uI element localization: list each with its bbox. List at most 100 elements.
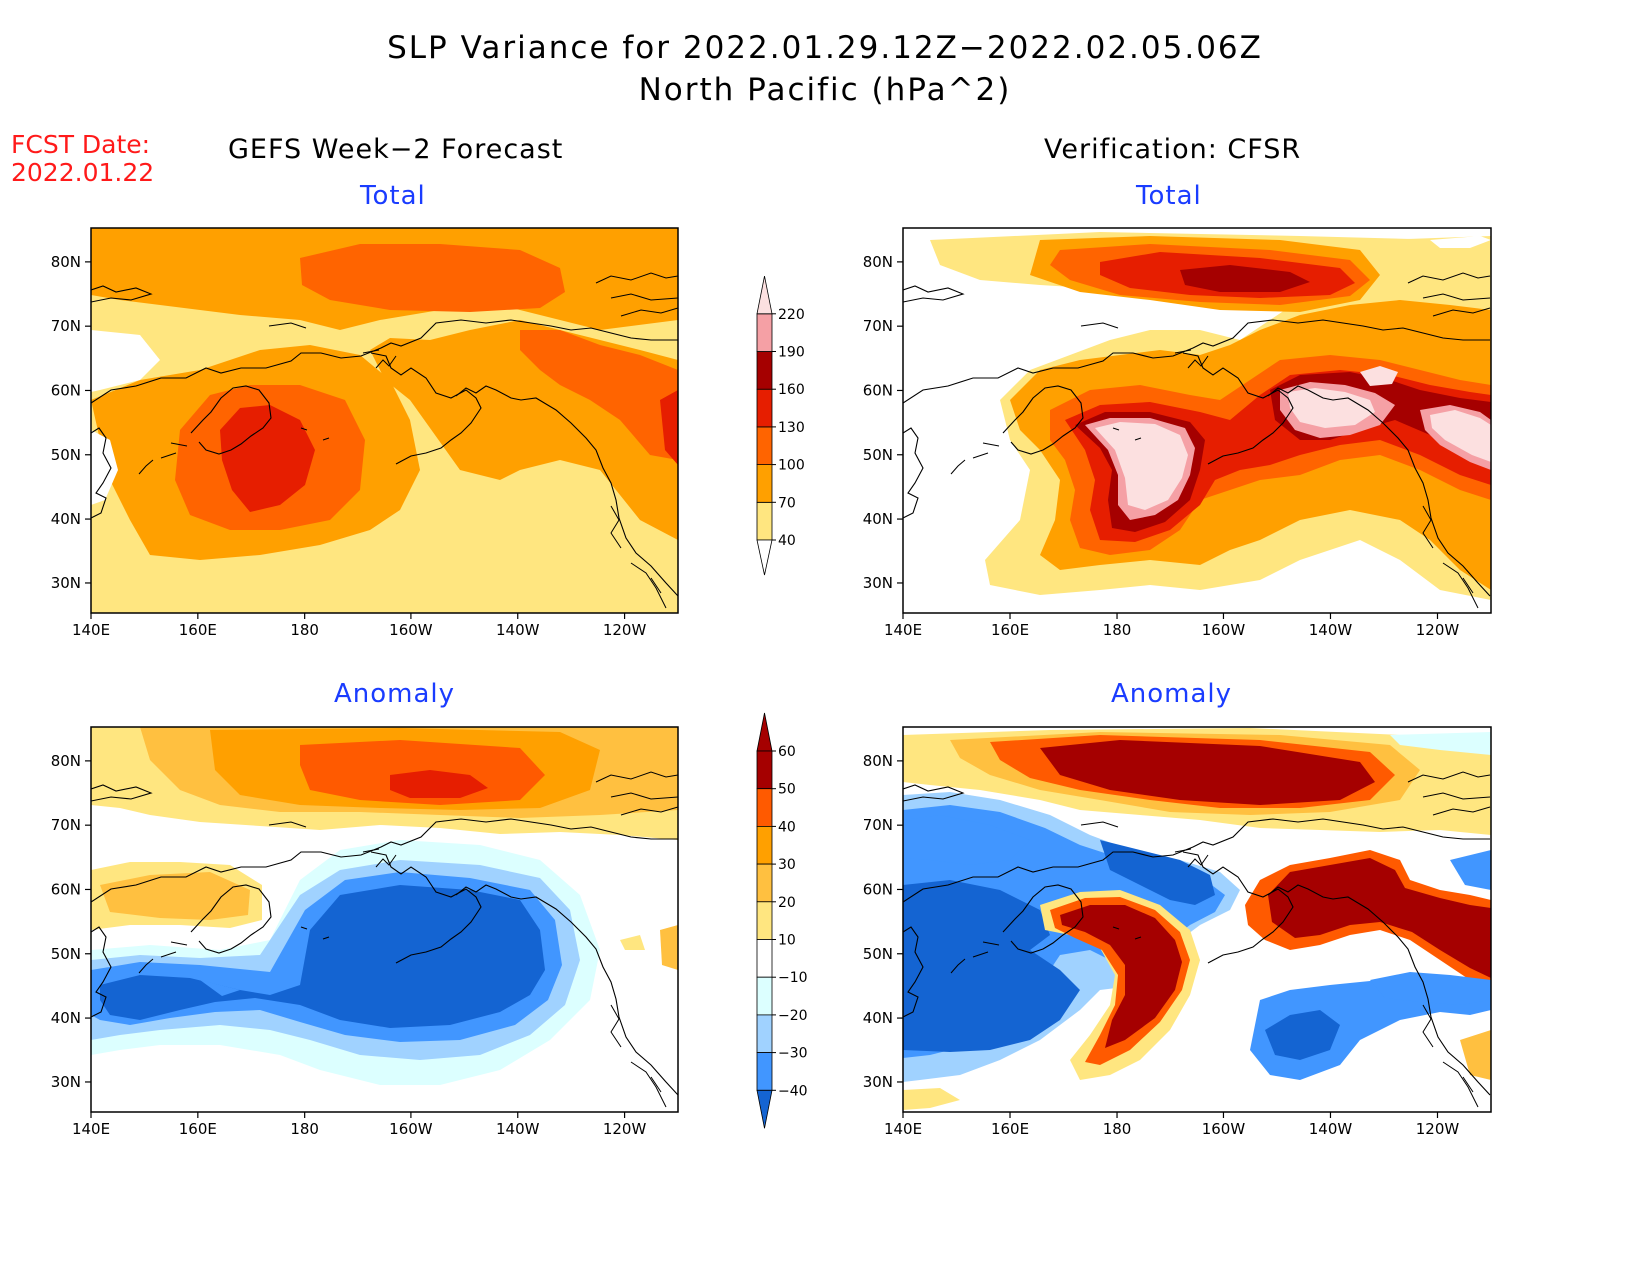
lat-label-bottom-right: 80N <box>863 752 893 770</box>
figure-title-line1: SLP Variance for 2022.01.29.12Z−2022.02.… <box>387 30 1263 66</box>
colorbar-total-label: 160 <box>778 382 805 398</box>
lon-label-bottom-left: 140E <box>72 1120 110 1138</box>
lon-label-bottom-right: 140W <box>1309 1120 1353 1138</box>
lon-label-top-left: 160E <box>179 621 217 639</box>
lon-label-top-left: 120W <box>603 621 647 639</box>
frame-bottom-left <box>90 726 679 1113</box>
lat-label-bottom-right: 30N <box>863 1073 893 1091</box>
lat-label-bottom-right: 70N <box>863 816 893 834</box>
lat-label-bottom-left: 30N <box>51 1073 81 1091</box>
lon-label-bottom-right: 180 <box>1103 1120 1132 1138</box>
colorbar-total-swatch <box>756 313 773 352</box>
colorbar-total-label: 70 <box>778 495 796 511</box>
lat-label-bottom-left: 60N <box>51 880 81 898</box>
lat-label-top-right: 60N <box>863 381 893 399</box>
colorbar-total-swatch <box>756 388 773 428</box>
panel-title-bottom-left: Anomaly <box>334 679 456 709</box>
lon-label-top-right: 160W <box>1202 621 1246 639</box>
lon-label-bottom-left: 180 <box>290 1120 319 1138</box>
right-column-title: Verification: CFSR <box>1044 134 1302 165</box>
panel-title-top-right: Total <box>1136 181 1202 211</box>
colorbar-anomaly-swatch <box>756 976 773 1016</box>
colorbar-anomaly-swatch <box>756 750 773 790</box>
colorbar-anomaly-label: 20 <box>778 895 796 911</box>
lat-label-top-left: 60N <box>51 381 81 399</box>
panel-title-top-left: Total <box>360 181 426 211</box>
lon-label-bottom-right: 160E <box>991 1120 1029 1138</box>
colorbar-total-swatch <box>756 464 773 503</box>
colorbar-total-label: 100 <box>778 458 805 474</box>
colorbar-anomaly-label: 10 <box>778 933 796 949</box>
colorbar-total-label: 190 <box>778 345 805 361</box>
colorbar-anomaly-label: 60 <box>778 744 796 760</box>
colorbar-total-swatch <box>756 501 773 541</box>
colorbar-anomaly-label: −40 <box>778 1083 808 1099</box>
lon-label-top-right: 140E <box>884 621 922 639</box>
map-cfsr-anomaly <box>903 727 1491 1112</box>
lon-label-top-right: 140W <box>1309 621 1353 639</box>
left-column-title: GEFS Week−2 Forecast <box>228 134 564 165</box>
lat-label-top-right: 30N <box>863 574 893 592</box>
lat-label-top-right: 70N <box>863 317 893 335</box>
colorbar-total-label: 40 <box>778 533 796 549</box>
axes-layer: 80N 70N 60N 50N 40N 30N 140E 160E 180 160W 140W 120… <box>51 253 1460 1138</box>
lat-label-top-left: 30N <box>51 574 81 592</box>
colorbar-total-swatch <box>756 426 773 465</box>
lon-label-bottom-left: 120W <box>603 1120 647 1138</box>
colorbar-anomaly: 60 50 40 30 20 10 −10 −20 −30 −40 <box>756 712 808 1129</box>
lon-label-bottom-left: 160E <box>179 1120 217 1138</box>
figure-title-line2: North Pacific (hPa^2) <box>638 72 1012 108</box>
colorbar-total-swatch <box>756 351 773 390</box>
lon-label-top-left: 160W <box>389 621 433 639</box>
fcst-date-value: 2022.01.22 <box>11 158 155 187</box>
lon-label-bottom-left: 140W <box>496 1120 540 1138</box>
colorbar-anomaly-swatch <box>756 1089 773 1129</box>
lat-label-top-left: 70N <box>51 317 81 335</box>
frame-top-left <box>90 227 679 614</box>
colorbar-anomaly-label: 50 <box>778 782 796 798</box>
colorbar-anomaly-swatch <box>756 712 773 752</box>
lat-label-bottom-right: 50N <box>863 945 893 963</box>
lat-label-bottom-left: 40N <box>51 1009 81 1027</box>
lat-label-top-left: 50N <box>51 446 81 464</box>
lat-label-top-right: 80N <box>863 253 893 271</box>
lat-label-top-left: 40N <box>51 510 81 528</box>
colorbar-anomaly-swatch <box>756 939 773 978</box>
lon-label-bottom-right: 160W <box>1202 1120 1246 1138</box>
lon-label-top-right: 160E <box>991 621 1029 639</box>
colorbar-total-swatch <box>756 539 773 576</box>
frame-bottom-right <box>902 726 1492 1113</box>
lat-label-bottom-left: 80N <box>51 752 81 770</box>
lon-label-top-left: 140W <box>496 621 540 639</box>
colorbar-total-label: 220 <box>778 307 805 323</box>
colorbar-anomaly-label: −10 <box>778 970 808 986</box>
map-gefs-total <box>91 228 678 613</box>
lon-label-bottom-left: 160W <box>389 1120 433 1138</box>
lon-label-bottom-right: 120W <box>1416 1120 1460 1138</box>
lat-label-bottom-left: 70N <box>51 816 81 834</box>
colorbar-anomaly-label: 40 <box>778 819 796 835</box>
lon-label-top-right: 120W <box>1416 621 1460 639</box>
colorbar-anomaly-label: 30 <box>778 857 796 873</box>
panel-title-bottom-right: Anomaly <box>1111 679 1233 709</box>
lat-label-top-right: 50N <box>863 446 893 464</box>
map-gefs-anomaly <box>91 727 678 1112</box>
lon-label-bottom-right: 140E <box>884 1120 922 1138</box>
lat-label-bottom-left: 50N <box>51 945 81 963</box>
lat-label-bottom-right: 40N <box>863 1009 893 1027</box>
colorbar-anomaly-swatch <box>756 901 773 940</box>
colorbar-total-label: 130 <box>778 420 805 436</box>
fcst-date-label: FCST Date: <box>11 130 151 159</box>
lat-label-top-right: 40N <box>863 510 893 528</box>
colorbar-anomaly-swatch <box>756 1052 773 1091</box>
lat-label-top-left: 80N <box>51 253 81 271</box>
colorbar-total: 40 70 100 130 160 190 220 <box>756 276 805 576</box>
colorbar-anomaly-swatch <box>756 1014 773 1054</box>
colorbar-anomaly-swatch <box>756 863 773 903</box>
lon-label-top-right: 180 <box>1103 621 1132 639</box>
colorbar-anomaly-label: −30 <box>778 1046 808 1062</box>
map-cfsr-total <box>903 228 1491 613</box>
colorbar-total-swatch <box>756 276 773 315</box>
lat-label-bottom-right: 60N <box>863 880 893 898</box>
